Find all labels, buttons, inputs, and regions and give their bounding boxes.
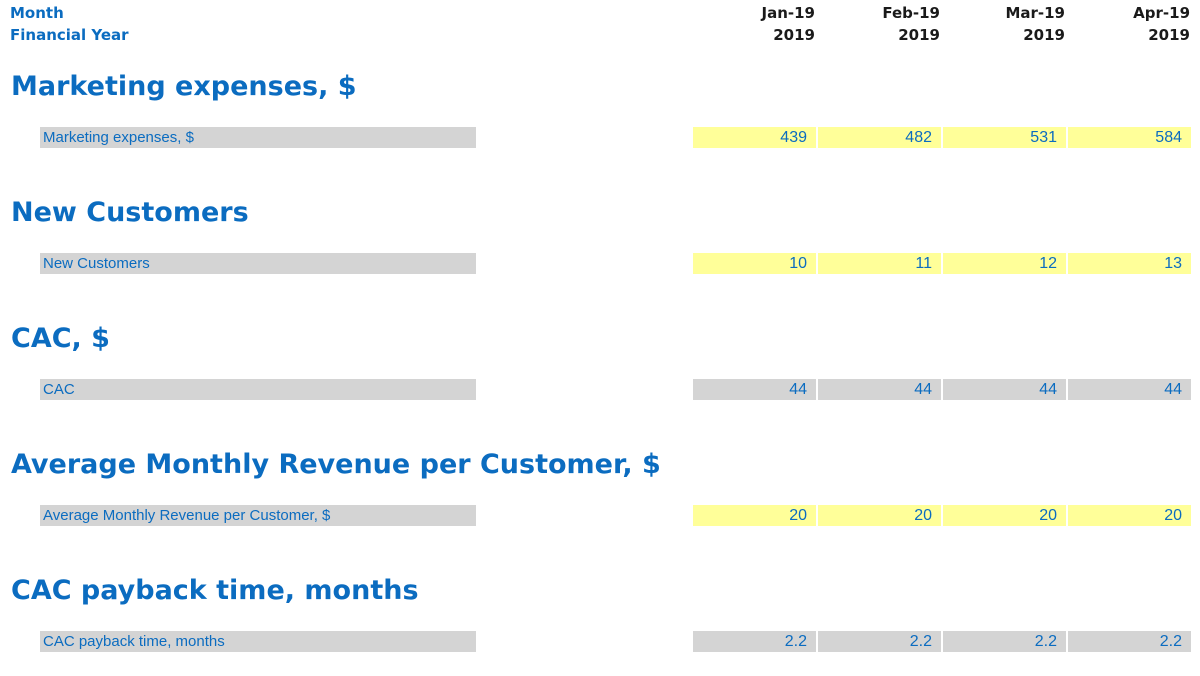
cell-average-revenue-apr[interactable]: 20 [1068,505,1191,526]
cell-average-revenue-jan[interactable]: 20 [693,505,816,526]
row-label-cac: CAC [40,379,476,400]
cell-new-customers-jan[interactable]: 10 [693,253,816,274]
cell-cac-payback-mar[interactable]: 2.2 [943,631,1066,652]
column-month-header: Jan-19 [761,4,815,22]
cell-cac-apr[interactable]: 44 [1068,379,1191,400]
row-label-new-customers: New Customers [40,253,476,274]
section-title-cac-payback-time: CAC payback time, months [11,575,419,606]
section-title-marketing-expenses: Marketing expenses, $ [11,71,357,102]
cell-new-customers-apr[interactable]: 13 [1068,253,1191,274]
cell-marketing-expenses-feb[interactable]: 482 [818,127,941,148]
section-title-new-customers: New Customers [11,197,249,228]
financial-year-header-label: Financial Year [10,26,129,44]
cell-cac-jan[interactable]: 44 [693,379,816,400]
cell-new-customers-feb[interactable]: 11 [818,253,941,274]
column-month-header: Feb-19 [882,4,940,22]
column-year-header: 2019 [773,26,815,44]
cell-marketing-expenses-apr[interactable]: 584 [1068,127,1191,148]
cell-marketing-expenses-mar[interactable]: 531 [943,127,1066,148]
month-header-label: Month [10,4,64,22]
row-label-marketing-expenses: Marketing expenses, $ [40,127,476,148]
column-month-header: Apr-19 [1133,4,1190,22]
cell-cac-payback-jan[interactable]: 2.2 [693,631,816,652]
cell-cac-feb[interactable]: 44 [818,379,941,400]
column-year-header: 2019 [1148,26,1190,44]
column-year-header: 2019 [1023,26,1065,44]
cell-average-revenue-feb[interactable]: 20 [818,505,941,526]
cell-cac-payback-feb[interactable]: 2.2 [818,631,941,652]
row-label-cac-payback-time: CAC payback time, months [40,631,476,652]
column-month-header: Mar-19 [1005,4,1065,22]
cell-new-customers-mar[interactable]: 12 [943,253,1066,274]
section-title-average-monthly-revenue: Average Monthly Revenue per Customer, $ [11,449,661,480]
row-label-average-monthly-revenue: Average Monthly Revenue per Customer, $ [40,505,476,526]
cell-cac-mar[interactable]: 44 [943,379,1066,400]
cell-average-revenue-mar[interactable]: 20 [943,505,1066,526]
cell-cac-payback-apr[interactable]: 2.2 [1068,631,1191,652]
section-title-cac: CAC, $ [11,323,110,354]
column-year-header: 2019 [898,26,940,44]
cell-marketing-expenses-jan[interactable]: 439 [693,127,816,148]
